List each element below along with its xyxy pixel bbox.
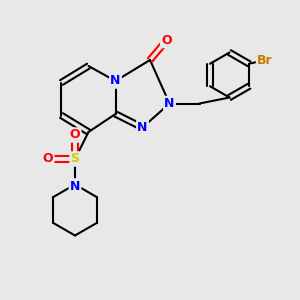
Text: O: O — [43, 152, 53, 166]
Text: N: N — [70, 179, 80, 193]
Text: O: O — [161, 34, 172, 47]
Text: O: O — [70, 128, 80, 142]
Text: N: N — [110, 74, 121, 88]
Text: N: N — [137, 121, 148, 134]
Text: S: S — [70, 152, 80, 166]
Text: Br: Br — [256, 54, 272, 67]
Text: N: N — [164, 97, 175, 110]
